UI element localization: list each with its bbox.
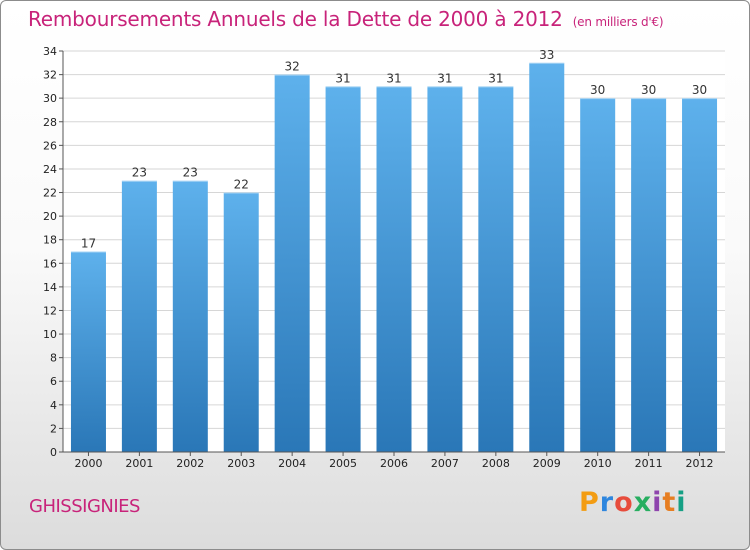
- data-label-2009: 33: [539, 48, 554, 62]
- chart-unit: (en milliers d'€): [572, 15, 664, 29]
- data-label-2001: 23: [132, 166, 147, 180]
- x-tick-label-2001: 2001: [125, 457, 153, 470]
- chart-title: Remboursements Annuels de la Dette de 20…: [28, 7, 664, 31]
- y-tick-label: 4: [50, 399, 57, 412]
- data-label-2011: 30: [641, 83, 656, 97]
- data-label-2007: 31: [437, 71, 452, 85]
- chart-title-text: Remboursements Annuels de la Dette de 20…: [28, 7, 563, 31]
- logo-letter: x: [633, 487, 653, 518]
- y-tick-label: 18: [43, 234, 57, 247]
- x-tick-label-2000: 2000: [74, 457, 102, 470]
- y-tick-label: 12: [43, 304, 57, 317]
- bar-2002: [172, 180, 208, 452]
- y-tick-label: 8: [50, 352, 57, 365]
- data-label-2000: 17: [81, 237, 96, 251]
- bar-2003: [223, 192, 259, 452]
- y-tick-label: 0: [50, 446, 57, 459]
- y-tick-label: 26: [43, 139, 57, 152]
- x-tick-label-2011: 2011: [635, 457, 663, 470]
- bar-2008: [478, 86, 514, 452]
- bar-2001: [121, 180, 157, 452]
- bar-2004: [274, 74, 310, 453]
- logo-letter: i: [652, 487, 663, 518]
- bar-2009: [529, 62, 565, 452]
- data-label-2010: 30: [590, 83, 605, 97]
- x-tick-label-2008: 2008: [482, 457, 510, 470]
- bars: 17 23 23 22 32 31 31 31 31 33 30 30 30: [70, 48, 718, 453]
- x-tick-label-2010: 2010: [584, 457, 612, 470]
- logo-letter: i: [676, 487, 687, 518]
- data-label-2006: 31: [386, 71, 401, 85]
- y-tick-label: 16: [43, 257, 57, 270]
- data-label-2002: 23: [183, 166, 198, 180]
- data-label-2012: 30: [692, 83, 707, 97]
- x-tick-label-2005: 2005: [329, 457, 357, 470]
- x-tick-label-2012: 2012: [686, 457, 714, 470]
- bar-2011: [631, 98, 667, 453]
- data-label-2008: 31: [488, 71, 503, 85]
- y-tick-label: 10: [43, 328, 57, 341]
- y-tick-label: 24: [43, 163, 57, 176]
- x-tick-label-2002: 2002: [176, 457, 204, 470]
- proxiti-logo: Proxiti: [579, 487, 687, 518]
- x-tick-label-2003: 2003: [227, 457, 255, 470]
- logo-letter: P: [579, 487, 600, 518]
- y-tick-label: 22: [43, 187, 57, 200]
- bar-2007: [427, 86, 463, 452]
- logo-letter: r: [599, 487, 615, 518]
- y-tick-label: 20: [43, 210, 57, 223]
- commune-name: GHISSIGNIES: [29, 496, 140, 517]
- x-tick-label-2007: 2007: [431, 457, 459, 470]
- y-tick-label: 30: [43, 92, 57, 105]
- data-label-2004: 32: [285, 60, 300, 74]
- bar-2012: [682, 98, 718, 453]
- y-tick-label: 6: [50, 375, 57, 388]
- bar-2000: [70, 251, 106, 452]
- data-label-2003: 22: [234, 178, 249, 192]
- y-tick-label: 2: [50, 422, 57, 435]
- x-tick-label-2009: 2009: [533, 457, 561, 470]
- bar-2005: [325, 86, 361, 452]
- y-tick-label: 32: [43, 69, 57, 82]
- bar-2010: [580, 98, 616, 453]
- x-tick-label-2006: 2006: [380, 457, 408, 470]
- bar-2006: [376, 86, 412, 452]
- logo-letter: t: [662, 487, 677, 518]
- logo-letter: o: [614, 487, 634, 518]
- y-tick-label: 28: [43, 116, 57, 129]
- x-tick-label-2004: 2004: [278, 457, 306, 470]
- y-tick-label: 14: [43, 281, 57, 294]
- data-label-2005: 31: [335, 71, 350, 85]
- y-tick-label: 34: [43, 45, 57, 58]
